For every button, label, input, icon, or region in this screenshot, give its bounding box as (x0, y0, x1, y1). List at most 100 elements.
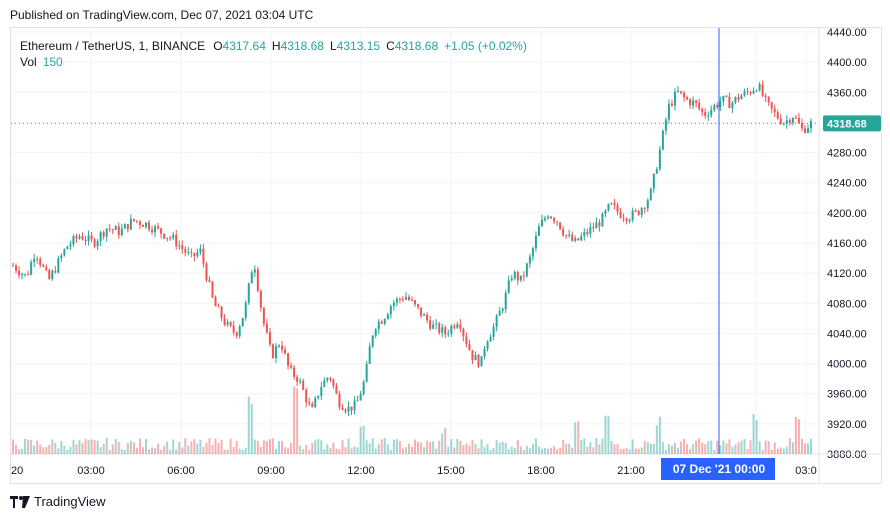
candle-body (392, 302, 395, 307)
candle-body (534, 235, 537, 249)
candle-body (574, 238, 577, 241)
volume-bar (734, 444, 737, 454)
candle-body (432, 324, 435, 329)
volume-bar (619, 449, 622, 454)
candle-body (565, 235, 568, 237)
volume-bar (220, 439, 223, 454)
candle-body (66, 246, 69, 250)
candle-body (761, 84, 764, 96)
volume-bar (214, 438, 217, 454)
close-value: 4318.68 (394, 39, 439, 53)
candle-body (471, 350, 474, 361)
close-label: C (386, 39, 395, 53)
candle-body (335, 385, 338, 394)
volume-bar (664, 449, 667, 454)
candle-body (616, 205, 619, 212)
candle-body (489, 336, 492, 342)
candle-body (737, 96, 740, 100)
candle-body (640, 208, 643, 215)
candle-body (456, 324, 459, 328)
volume-label[interactable]: Vol (20, 55, 37, 69)
candle-body (138, 221, 141, 226)
candlestick-chart[interactable]: 4440.004400.004360.004320.004280.004240.… (11, 28, 882, 484)
candle-body (468, 344, 471, 351)
candle-body (507, 280, 510, 293)
candle-body (166, 237, 169, 239)
candle-body (184, 248, 187, 253)
volume-bar (713, 449, 716, 454)
volume-bar (404, 447, 407, 454)
candle-body (628, 220, 631, 222)
volume-bar (589, 442, 592, 454)
volume-value: 150 (42, 55, 63, 69)
volume-bar (764, 440, 767, 454)
candle-body (226, 322, 229, 325)
footer-brand[interactable]: TradingView (34, 494, 106, 509)
candle-body (265, 323, 268, 333)
volume-bar (123, 449, 126, 454)
volume-bar (160, 449, 163, 454)
candle-body (746, 91, 749, 93)
low-value: 4313.15 (336, 39, 381, 53)
volume-bar (166, 441, 169, 454)
symbol-label[interactable]: Ethereum / TetherUS, 1, BINANCE (20, 39, 206, 53)
high-label: H (271, 39, 281, 53)
volume-bar (537, 446, 540, 454)
candle-body (423, 314, 426, 316)
candle-body (302, 380, 305, 390)
volume-bar (634, 448, 637, 454)
volume-bar (722, 440, 725, 454)
volume-bar (350, 448, 353, 454)
volume-bar (362, 425, 365, 454)
candle-body (42, 264, 45, 267)
candle-body (568, 234, 571, 236)
volume-bar (740, 440, 743, 454)
candle-body (57, 258, 60, 273)
volume-bar (244, 447, 247, 454)
volume-bar (12, 439, 14, 454)
candle-body (516, 272, 519, 281)
candle-body (728, 96, 731, 109)
tradingview-logo-icon (10, 495, 30, 508)
volume-bar (175, 449, 178, 454)
candle-body (377, 321, 380, 330)
volume-bar (486, 444, 489, 454)
candle-body (447, 333, 450, 335)
candle-body (281, 345, 284, 350)
candle-body (631, 210, 634, 221)
candle-body (250, 272, 253, 284)
volume-bar (652, 443, 655, 454)
volume-bar (761, 449, 764, 454)
candle-body (707, 115, 710, 117)
candle-body (229, 322, 232, 326)
candle-body (389, 306, 392, 315)
candle-body (598, 222, 601, 227)
candle-body (426, 314, 429, 321)
volume-bar (332, 442, 335, 454)
candle-body (788, 120, 791, 123)
candle-body (15, 265, 18, 271)
volume-bar (471, 440, 474, 454)
chart-panel[interactable]: 4440.004400.004360.004320.004280.004240.… (10, 27, 882, 484)
volume-bar (719, 445, 722, 454)
candle-body (698, 102, 701, 109)
candle-body (495, 315, 498, 327)
candle-body (211, 281, 214, 298)
x-tick-label: 09:00 (257, 465, 285, 477)
volume-bar (84, 438, 87, 454)
volume-bar (610, 440, 613, 454)
candle-body (686, 97, 689, 100)
volume-bar (398, 440, 401, 454)
volume-bar (226, 449, 229, 454)
volume-bar (353, 446, 356, 454)
candle-body (531, 248, 534, 257)
candle-body (232, 325, 235, 333)
x-tick-label: 03:00 (77, 465, 105, 477)
candle-body (45, 266, 48, 271)
candle-body (278, 345, 280, 347)
volume-bar (704, 444, 707, 454)
x-tick-label: 03:0 (795, 465, 816, 477)
volume-bar (90, 439, 93, 454)
candle-body (114, 226, 117, 230)
candle-body (504, 292, 507, 309)
